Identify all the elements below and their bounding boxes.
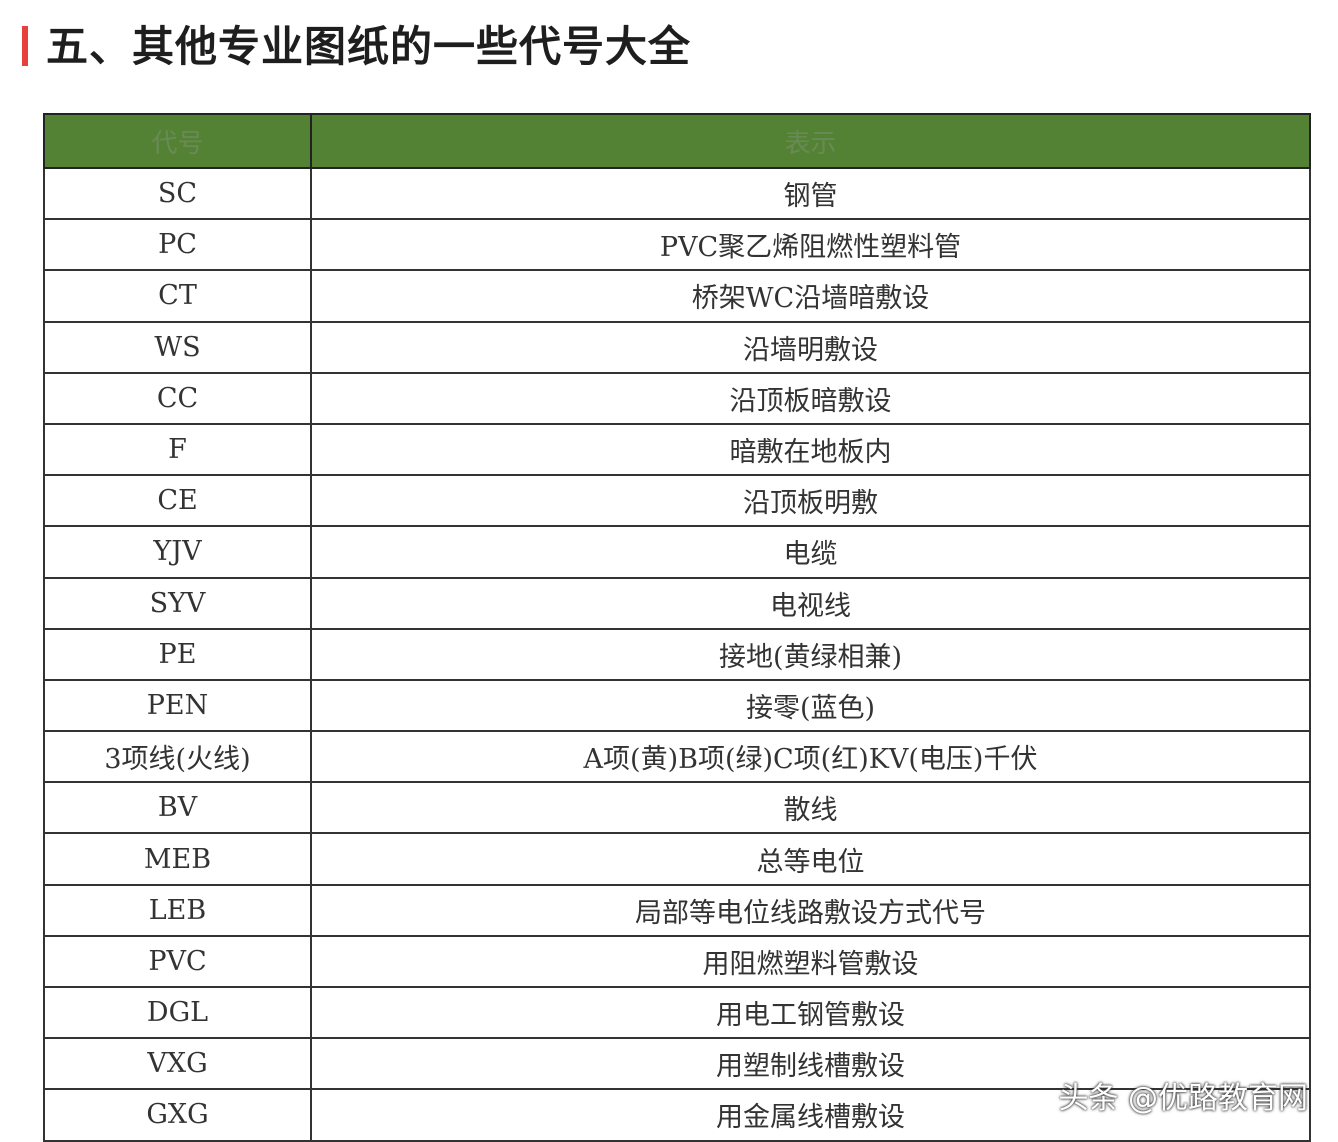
table-row: CC 沿顶板暗敷设 bbox=[43, 371, 1311, 425]
meaning-cell: 用塑制线槽敷设 bbox=[310, 1037, 1311, 1091]
meaning-cell: 电视线 bbox=[310, 576, 1311, 630]
code-cell: WS bbox=[43, 320, 312, 374]
title-accent bbox=[22, 26, 28, 66]
code-cell: PVC bbox=[43, 934, 312, 989]
table-row: LEB 局部等电位线路敷设方式代号 bbox=[43, 883, 1311, 937]
meaning-cell: A项(黄)B项(绿)C项(红)KV(电压)千伏 bbox=[310, 730, 1311, 784]
header-cell: 表示 bbox=[310, 113, 1311, 169]
meaning-cell: 暗敷在地板内 bbox=[310, 422, 1311, 477]
header-cell: 代号 bbox=[43, 113, 312, 169]
meaning-cell: 接零(蓝色) bbox=[310, 678, 1311, 733]
code-cell: LEB bbox=[43, 883, 312, 937]
code-cell: PEN bbox=[43, 678, 312, 733]
meaning-cell: 散线 bbox=[310, 781, 1311, 835]
meaning-cell: 沿顶板暗敷设 bbox=[310, 371, 1311, 425]
meaning-cell: 接地(黄绿相兼) bbox=[310, 627, 1311, 681]
table-row: BV 散线 bbox=[43, 781, 1311, 835]
table-row: PC PVC聚乙烯阻燃性塑料管 bbox=[43, 218, 1311, 272]
meaning-cell: 总等电位 bbox=[310, 832, 1311, 886]
table-row: PE 接地(黄绿相兼) bbox=[43, 627, 1311, 681]
code-cell: F bbox=[43, 422, 312, 477]
meaning-cell: 沿墙明敷设 bbox=[310, 320, 1311, 374]
code-cell: CT bbox=[43, 269, 312, 323]
header-row: 代号 表示 bbox=[43, 113, 1311, 169]
meaning-cell: 沿顶板明敷 bbox=[310, 474, 1311, 528]
code-cell: CC bbox=[43, 371, 312, 425]
table-row: WS 沿墙明敷设 bbox=[43, 320, 1311, 374]
table-row: CT 桥架WC沿墙暗敷设 bbox=[43, 269, 1311, 323]
code-cell: GXG bbox=[43, 1088, 312, 1142]
table-row: CE 沿顶板明敷 bbox=[43, 474, 1311, 528]
watermark: 头条 @优路教育网 bbox=[1058, 1081, 1308, 1116]
meaning-cell: 用电工钢管敷设 bbox=[310, 985, 1311, 1040]
table-row: VXG 用塑制线槽敷设 bbox=[43, 1037, 1311, 1091]
table-row: YJV 电缆 bbox=[43, 525, 1311, 579]
code-cell: YJV bbox=[43, 525, 312, 579]
code-cell: BV bbox=[43, 781, 312, 835]
table-row: PEN 接零(蓝色) bbox=[43, 678, 1311, 733]
meaning-cell: 钢管 bbox=[310, 166, 1311, 221]
code-cell: SYV bbox=[43, 576, 312, 630]
code-cell: CE bbox=[43, 474, 312, 528]
table-row: DGL 用电工钢管敷设 bbox=[43, 985, 1311, 1040]
table-row: MEB 总等电位 bbox=[43, 832, 1311, 886]
table-row: PVC 用阻燃塑料管敷设 bbox=[43, 934, 1311, 989]
code-cell: VXG bbox=[43, 1037, 312, 1091]
meaning-cell: 电缆 bbox=[310, 525, 1311, 579]
meaning-cell: 桥架WC沿墙暗敷设 bbox=[310, 269, 1311, 323]
code-cell: PE bbox=[43, 627, 312, 681]
code-cell: MEB bbox=[43, 832, 312, 886]
code-cell: 3项线(火线) bbox=[43, 730, 312, 784]
table-row: F 暗敷在地板内 bbox=[43, 422, 1311, 477]
code-cell: DGL bbox=[43, 985, 312, 1040]
table-body: SC 钢管 PC PVC聚乙烯阻燃性塑料管 CT 桥架WC沿墙暗敷设 WS 沿墙明敷设 CC 沿顶… bbox=[43, 166, 1311, 1142]
table-row: SC 钢管 bbox=[43, 166, 1311, 221]
code-table: 代号 表示 SC 钢管 PC PVC聚乙烯阻燃性塑料管 CT 桥架WC沿墙暗敷设 WS 沿墙明… bbox=[43, 113, 1311, 1142]
section-title: 五、其他专业图纸的一些代号大全 bbox=[46, 22, 692, 71]
code-cell: SC bbox=[43, 166, 312, 221]
code-cell: PC bbox=[43, 218, 312, 272]
meaning-cell: PVC聚乙烯阻燃性塑料管 bbox=[310, 218, 1311, 272]
meaning-cell: 用阻燃塑料管敷设 bbox=[310, 934, 1311, 989]
meaning-cell: 局部等电位线路敷设方式代号 bbox=[310, 883, 1311, 937]
table-row: SYV 电视线 bbox=[43, 576, 1311, 630]
table-row: 3项线(火线) A项(黄)B项(绿)C项(红)KV(电压)千伏 bbox=[43, 730, 1311, 784]
